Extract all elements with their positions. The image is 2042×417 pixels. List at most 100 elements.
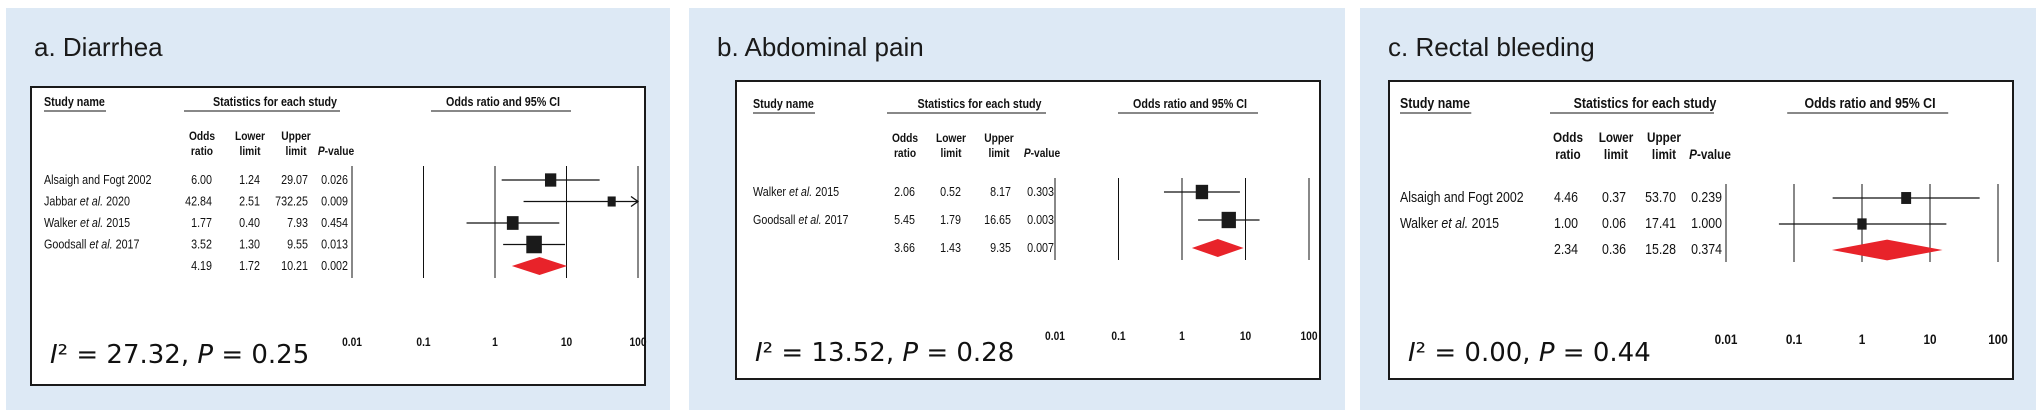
study-name: Alsaigh and Fogt 2002	[44, 173, 151, 187]
col-header-lower: Lower	[1599, 129, 1634, 145]
study-name: Walker et al. 2015	[44, 216, 130, 230]
p-value: 0.002	[321, 259, 348, 273]
x-tick-label: 0.01	[342, 336, 362, 349]
header-odds-ci: Odds ratio and 95% CI	[1804, 95, 1935, 111]
lower-limit-value: 0.36	[1602, 241, 1626, 257]
p-value: 0.374	[1691, 241, 1722, 257]
lower-limit-value: 0.40	[239, 216, 260, 230]
study-name: Jabbar et al. 2020	[44, 195, 130, 209]
col-header-lower: Lower	[936, 132, 967, 145]
header-study-name: Study name	[44, 95, 105, 109]
odds-ratio-value: 42.84	[185, 195, 212, 209]
upper-limit-value: 15.28	[1645, 241, 1676, 257]
x-tick-label: 0.1	[416, 336, 430, 349]
odds-ratio-value: 2.06	[894, 185, 915, 199]
study-name: Goodsall et al. 2017	[44, 238, 140, 252]
forest-plot: Study name Statistics for each study Odds …	[1400, 95, 2008, 347]
upper-limit-value: 29.07	[281, 173, 308, 187]
col-header-pvalue: P-value	[318, 145, 354, 158]
odds-ratio-value: 6.00	[191, 173, 212, 187]
col-header-upper: limit	[989, 147, 1010, 160]
study-square	[506, 216, 519, 230]
upper-limit-value: 7.93	[287, 216, 308, 230]
col-header-upper: Upper	[984, 132, 1014, 145]
forest-plot-box: Study name Statistics for each study Odds …	[30, 86, 647, 386]
p-value: 0.013	[321, 238, 348, 252]
lower-limit-value: 0.52	[940, 185, 961, 199]
pooled-diamond	[511, 257, 568, 275]
upper-limit-value: 8.17	[990, 185, 1011, 199]
lower-limit-value: 1.30	[239, 238, 260, 252]
lower-limit-value: 1.72	[239, 259, 260, 273]
p-value: 0.454	[321, 216, 348, 230]
odds-ratio-value: 2.34	[1554, 241, 1579, 257]
upper-limit-value: 10.21	[281, 259, 308, 273]
header-stats: Statistics for each study	[917, 97, 1042, 111]
col-header-odds: ratio	[1555, 146, 1581, 162]
study-name: Alsaigh and Fogt 2002	[1400, 189, 1524, 205]
x-tick-label: 1	[1859, 331, 1866, 347]
pooled-diamond	[1191, 239, 1244, 257]
x-tick-label: 1	[492, 336, 498, 349]
study-square	[1857, 218, 1867, 230]
lower-limit-value: 1.24	[239, 173, 260, 187]
col-header-pvalue: P-value	[1024, 147, 1060, 160]
p-value: 0.009	[321, 195, 348, 209]
x-tick-label: 0.1	[1111, 330, 1125, 343]
col-header-lower: Lower	[235, 130, 266, 143]
odds-ratio-value: 3.52	[191, 238, 212, 252]
col-header-lower: limit	[1604, 146, 1629, 162]
p-value: 1.000	[1691, 215, 1722, 231]
col-header-odds: Odds	[892, 132, 918, 145]
study-name: Walker et al. 2015	[1400, 215, 1499, 231]
x-tick-label: 10	[1240, 330, 1251, 343]
forest-plot: Study name Statistics for each study Odds …	[753, 97, 1318, 343]
study-square	[607, 196, 616, 207]
panel-diarrhea: a. Diarrhea Study name Statistics for eac…	[6, 8, 670, 410]
lower-limit-value: 1.43	[940, 241, 961, 255]
study-name: Walker et al. 2015	[753, 185, 839, 199]
study-square	[1195, 184, 1209, 200]
x-tick-label: 100	[1988, 331, 2008, 347]
col-header-pvalue: P-value	[1689, 146, 1731, 162]
p-value: 0.026	[321, 173, 348, 187]
panel-title: c. Rectal bleeding	[1388, 32, 1595, 62]
upper-limit-value: 53.70	[1645, 189, 1676, 205]
panel-title: a. Diarrhea	[34, 32, 163, 62]
panel-abdominal-pain: b. Abdominal pain Study name Statistics f…	[689, 8, 1345, 410]
odds-ratio-value: 5.45	[894, 213, 915, 227]
col-header-lower: limit	[240, 145, 261, 158]
x-tick-label: 0.01	[1715, 331, 1738, 347]
x-tick-label: 10	[1923, 331, 1936, 347]
heterogeneity-stat: I² = 27.32, P = 0.25	[50, 340, 310, 370]
col-header-upper: limit	[286, 145, 307, 158]
upper-limit-value: 732.25	[275, 195, 308, 209]
lower-limit-value: 1.79	[940, 213, 961, 227]
study-square	[526, 235, 542, 254]
odds-ratio-value: 1.77	[191, 216, 212, 230]
header-stats: Statistics for each study	[213, 95, 338, 109]
ci-arrow	[630, 195, 640, 208]
study-name: Goodsall et al. 2017	[753, 213, 849, 227]
col-header-odds: ratio	[894, 147, 916, 160]
x-tick-label: 0.1	[1786, 331, 1802, 347]
x-tick-label: 1	[1179, 330, 1185, 343]
col-header-odds: Odds	[1553, 129, 1583, 145]
upper-limit-value: 16.65	[984, 213, 1011, 227]
lower-limit-value: 0.37	[1602, 189, 1626, 205]
odds-ratio-value: 3.66	[894, 241, 915, 255]
x-tick-label: 10	[561, 336, 572, 349]
header-study-name: Study name	[753, 97, 814, 111]
panel-rectal-bleeding: c. Rectal bleeding Study name Statistics …	[1360, 8, 2036, 410]
upper-limit-value: 9.55	[287, 238, 308, 252]
col-header-upper: Upper	[1647, 129, 1681, 145]
p-value: 0.003	[1027, 213, 1054, 227]
header-odds-ci: Odds ratio and 95% CI	[446, 95, 560, 109]
study-square	[1901, 192, 1912, 204]
lower-limit-value: 2.51	[239, 195, 260, 209]
pooled-diamond	[1831, 239, 1943, 261]
lower-limit-value: 0.06	[1602, 215, 1626, 231]
header-study-name: Study name	[1400, 95, 1470, 111]
study-square	[544, 173, 557, 187]
odds-ratio-value: 4.46	[1554, 189, 1578, 205]
